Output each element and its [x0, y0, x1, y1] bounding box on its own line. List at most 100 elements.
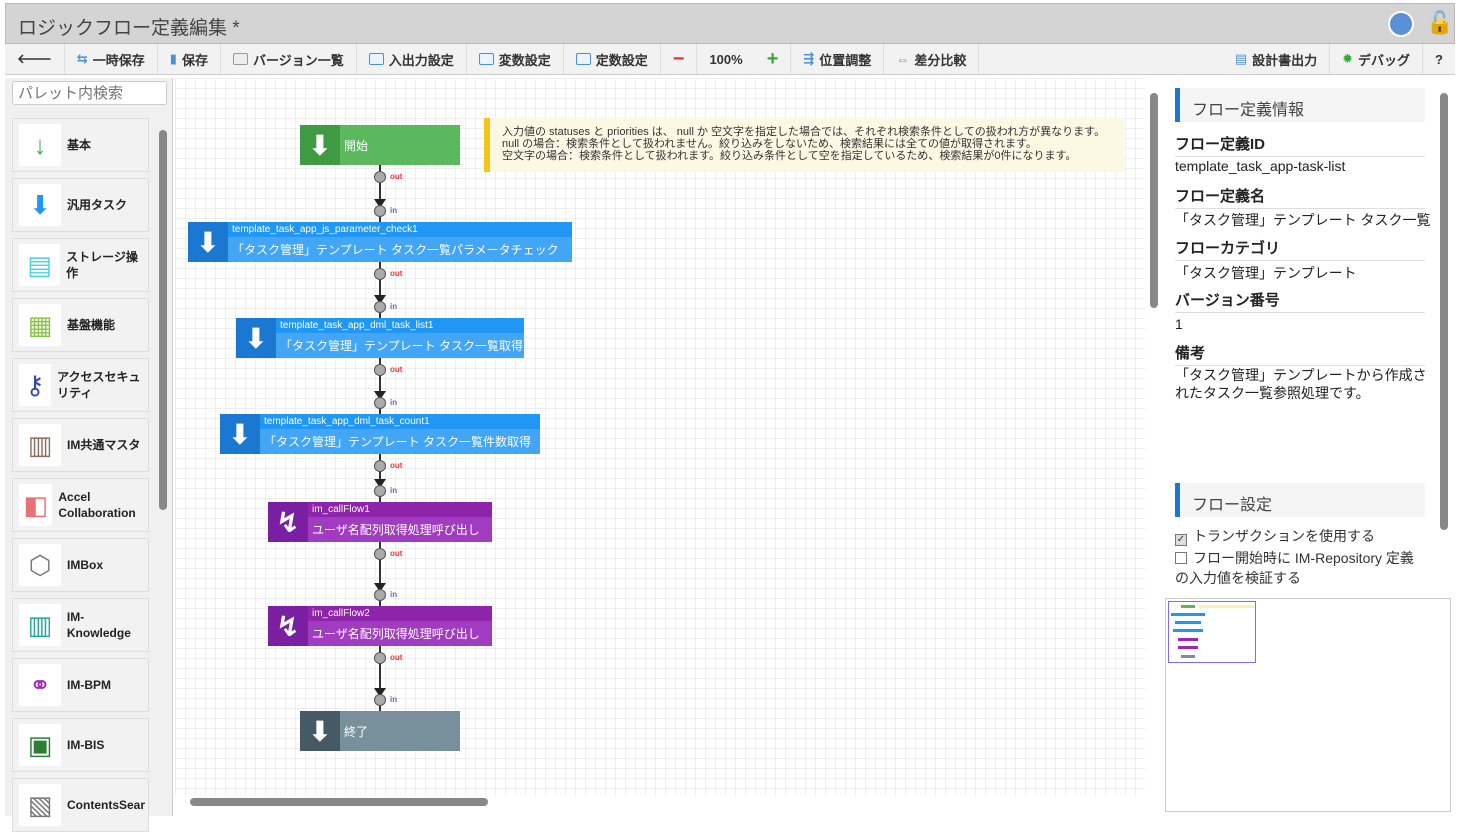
connector-arrow — [374, 479, 386, 488]
end-node[interactable]: ⬇ 終了 — [300, 711, 460, 751]
connector-arrow — [374, 688, 386, 697]
lock-icon[interactable]: 🔓 — [1426, 10, 1454, 35]
out-port[interactable] — [374, 268, 386, 280]
debug-button[interactable]: ✹ デバッグ — [1330, 44, 1424, 74]
palette-icon: ▤ — [19, 244, 61, 286]
connector-arrow — [374, 199, 386, 208]
in-port[interactable] — [374, 589, 386, 601]
task-node[interactable]: ⬇ template_task_app_js_parameter_check1 「タ… — [188, 222, 572, 262]
palette-item[interactable]: ⚭ IM-BPM — [12, 658, 149, 712]
flow-category-value[interactable]: 「タスク管理」テンプレート — [1175, 265, 1357, 281]
io-settings-button[interactable]: 入出力設定 — [357, 44, 467, 74]
remarks-textarea[interactable]: 「タスク管理」テンプレートから作成されたタスク一覧参照処理です。 — [1175, 367, 1427, 401]
minimap-viewport[interactable] — [1168, 601, 1256, 663]
palette-icon: ⚷ — [19, 364, 52, 406]
task-node[interactable]: ⬇ template_task_app_dml_task_list1 「タスク管理」… — [236, 318, 524, 358]
version-list-button[interactable]: バージョン一覧 — [221, 44, 357, 74]
help-button[interactable]: ? — [1435, 51, 1443, 67]
section-flow-settings: フロー設定 — [1175, 483, 1425, 517]
call-flow-icon: ↯ — [268, 606, 308, 646]
minimap[interactable] — [1165, 598, 1451, 812]
checkbox-unchecked[interactable] — [1175, 552, 1187, 564]
user-avatar[interactable] — [1388, 11, 1414, 37]
palette-item[interactable]: ◧ Accel Collaboration — [12, 478, 149, 532]
palette-icon: ⬇ — [19, 184, 61, 226]
panel-scrollbar[interactable] — [1440, 93, 1448, 530]
in-port[interactable] — [374, 485, 386, 497]
out-port[interactable] — [374, 548, 386, 560]
palette: ↓基本 ⬇汎用タスク ▤ストレージ操作 ▦基盤機能 ⚷アクセスセキュリティ ▥IM共通マス… — [5, 78, 173, 832]
align-button[interactable]: ⇶ 位置調整 — [791, 44, 885, 74]
connector-line — [379, 358, 381, 414]
palette-item[interactable]: ▤ ストレージ操作 — [12, 238, 149, 292]
in-port[interactable] — [374, 397, 386, 409]
checkbox-checked[interactable]: ✓ — [1175, 534, 1187, 546]
toolbar: 🡐 ⇆ 一時保存 ▮ 保存 バージョン一覧 入出力設定 変数設定 定数設定 − 10… — [5, 44, 1455, 75]
validate-checkbox[interactable]: フロー開始時に IM-Repository 定義の入力値を検証する — [1175, 550, 1414, 586]
constant-settings-button[interactable]: 定数設定 — [564, 44, 661, 74]
in-port[interactable] — [374, 694, 386, 706]
save-icon: ▮ — [169, 51, 177, 66]
flow-canvas[interactable] — [175, 78, 1158, 806]
palette-item[interactable]: ↓ 基本 — [12, 118, 149, 172]
connector-arrow — [374, 391, 386, 400]
palette-item[interactable]: ▦ 基盤機能 — [12, 298, 149, 352]
zoom-in-button[interactable]: + — [755, 44, 792, 74]
flow-name-value[interactable]: 「タスク管理」テンプレート タスク一覧 — [1175, 212, 1430, 228]
connector-line — [379, 165, 381, 222]
start-node[interactable]: ⬇ 開始 — [300, 125, 460, 165]
palette-icon: ▥ — [19, 604, 61, 646]
palette-icon: ◧ — [19, 484, 53, 526]
temp-save-button[interactable]: ⇆ 一時保存 — [65, 44, 158, 74]
down-arrow-icon: ⬇ — [236, 318, 276, 358]
back-button[interactable]: 🡐 — [5, 44, 65, 74]
flow-id-value[interactable]: template_task_app-task-list — [1175, 158, 1346, 174]
out-port[interactable] — [374, 171, 386, 183]
palette-icon: ⬡ — [19, 544, 61, 586]
version-value: 1 — [1175, 316, 1183, 332]
down-arrow-icon: ⬇ — [188, 222, 228, 262]
connector-line — [379, 262, 381, 318]
down-arrow-icon: ⬇ — [300, 711, 340, 751]
in-port[interactable] — [374, 205, 386, 217]
temp-save-icon: ⇆ — [76, 51, 88, 66]
save-button[interactable]: ▮ 保存 — [158, 44, 221, 74]
out-port[interactable] — [374, 460, 386, 472]
task-node[interactable]: ⬇ template_task_app_dml_task_count1 「タスク管理… — [220, 414, 540, 454]
palette-icon: ▥ — [19, 424, 61, 466]
palette-item[interactable]: ▥ IM-Knowledge — [12, 598, 149, 652]
palette-icon: ⚭ — [19, 664, 61, 706]
flow-name-label: フロー定義名 — [1175, 185, 1425, 209]
transaction-checkbox[interactable]: ✓ トランザクションを使用する — [1175, 528, 1375, 546]
canvas-horizontal-scrollbar[interactable] — [190, 798, 488, 806]
out-port[interactable] — [374, 652, 386, 664]
diff-button[interactable]: ⇔ 差分比較 — [884, 44, 980, 74]
align-icon: ⇶ — [803, 51, 815, 66]
palette-search-input[interactable] — [12, 81, 167, 105]
call-node[interactable]: ↯ im_callFlow1 ユーザ名配列取得処理呼び出し — [268, 502, 492, 542]
variable-settings-button[interactable]: 変数設定 — [467, 44, 564, 74]
palette-scrollbar[interactable] — [159, 130, 167, 510]
palette-item[interactable]: ⬡ IMBox — [12, 538, 149, 592]
zoom-out-button[interactable]: − — [661, 44, 698, 74]
palette-icon: ▣ — [19, 724, 61, 766]
window-icon — [575, 53, 591, 65]
out-port[interactable] — [374, 364, 386, 376]
palette-item[interactable]: ▥ IM共通マスタ — [12, 418, 149, 472]
diff-icon: ⇔ — [896, 51, 910, 67]
palette-item[interactable]: ▣ IM-BIS — [12, 718, 149, 772]
remarks-label: 備考 — [1175, 342, 1425, 366]
palette-icon: ▦ — [19, 304, 61, 346]
in-port[interactable] — [374, 301, 386, 313]
title-bar: ロジックフロー定義編集 * 🔓 — [5, 3, 1455, 44]
section-flow-info: フロー定義情報 — [1175, 88, 1425, 122]
call-flow-icon: ↯ — [268, 502, 308, 542]
palette-item[interactable]: ⬇ 汎用タスク — [12, 178, 149, 232]
call-node[interactable]: ↯ im_callFlow2 ユーザ名配列取得処理呼び出し — [268, 606, 492, 646]
palette-item[interactable]: ▧ ContentsSear — [12, 778, 149, 832]
palette-item[interactable]: ⚷ アクセスセキュリティ — [12, 358, 149, 412]
comment-note[interactable]: 入力値の statuses と priorities は、 null か 空文字… — [484, 118, 1124, 172]
palette-icon: ↓ — [19, 124, 61, 166]
export-button[interactable]: ▤ 設計書出力 — [1223, 44, 1331, 74]
canvas-vertical-scrollbar[interactable] — [1150, 93, 1158, 308]
